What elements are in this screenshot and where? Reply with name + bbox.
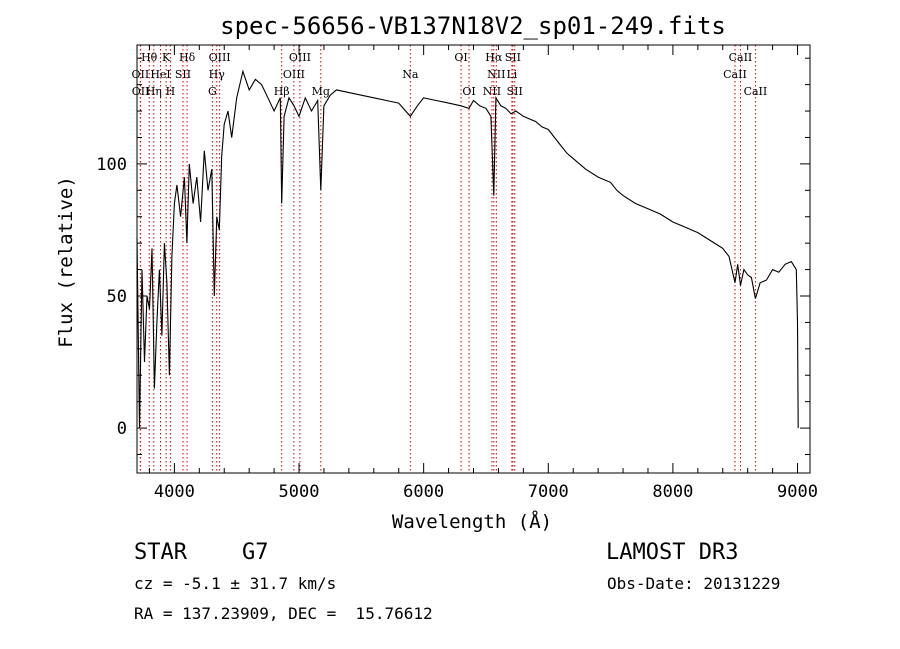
spectral-line-label: Hδ: [179, 51, 196, 64]
spectral-line-label: K: [162, 51, 171, 64]
chart-title: spec-56656-VB137N18V2_sp01-249.fits: [220, 12, 726, 40]
x-tick-label: 5000: [279, 482, 320, 502]
spectral-line-label: CaII: [723, 68, 747, 81]
spectral-line-label: H: [166, 85, 176, 98]
x-tick-label: 6000: [403, 482, 444, 502]
spectral-line-label: Hθ: [141, 51, 158, 64]
spectral-line-label: Hγ: [209, 68, 226, 81]
y-axis-ticks: 0 50 100: [96, 57, 810, 456]
x-tick-label: 9000: [777, 482, 818, 502]
x-tick-label: 8000: [652, 482, 693, 502]
spectral-line-label: OI: [454, 51, 467, 64]
spectral-line-label: Na: [402, 68, 419, 81]
y-tick-label: 100: [96, 155, 127, 175]
spectral-line-markers: [139, 45, 756, 473]
spectral-line-label: Hα: [485, 51, 503, 64]
spectral-line-label: NII: [483, 85, 501, 98]
x-tick-label: 7000: [528, 482, 569, 502]
y-tick-label: 0: [117, 419, 127, 439]
spectral-line-label: SII: [507, 85, 523, 98]
spectral-line-label: SII: [505, 51, 521, 64]
spectral-line-label: CaII: [744, 85, 768, 98]
object-subclass: G7: [242, 540, 269, 565]
x-tick-label: 4000: [154, 482, 195, 502]
spectral-line-label: Mg: [312, 85, 330, 98]
spectral-line-label: OI: [462, 85, 475, 98]
spectral-line-label: HeI: [150, 68, 170, 81]
object-class: STAR: [134, 540, 187, 565]
spectral-line-label: NII: [487, 68, 505, 81]
spectral-line-label: OIII: [283, 68, 305, 81]
y-tick-label: 50: [107, 287, 127, 307]
spectral-line-label: OIII: [289, 51, 311, 64]
spectral-line-label: G: [208, 85, 217, 98]
spectral-line-label: Hη: [146, 85, 162, 98]
spectral-line-label: Li: [506, 68, 517, 81]
spectral-line-label: SII: [175, 68, 191, 81]
coordinates-readout: RA = 137.23909, DEC = 15.76612: [134, 604, 433, 623]
spectral-line-label: OII: [132, 68, 150, 81]
y-axis-label: Flux (relative): [55, 176, 77, 348]
x-axis-ticks: 4000 5000 6000 7000 8000 9000: [148, 45, 818, 502]
spectral-line-label: OII: [132, 85, 150, 98]
velocity-readout: cz = -5.1 ± 31.7 km/s: [134, 574, 337, 593]
spectral-line-label: CaII: [729, 51, 753, 64]
survey-name: LAMOST DR3: [606, 540, 739, 565]
x-axis-label: Wavelength (Å): [392, 510, 552, 533]
observation-date: Obs-Date: 20131229: [607, 574, 781, 593]
spectrum-line: [136, 69, 799, 429]
plot-frame: [136, 44, 811, 474]
spectral-line-label: OIII: [209, 51, 231, 64]
spectral-line-label: Hβ: [274, 85, 290, 98]
